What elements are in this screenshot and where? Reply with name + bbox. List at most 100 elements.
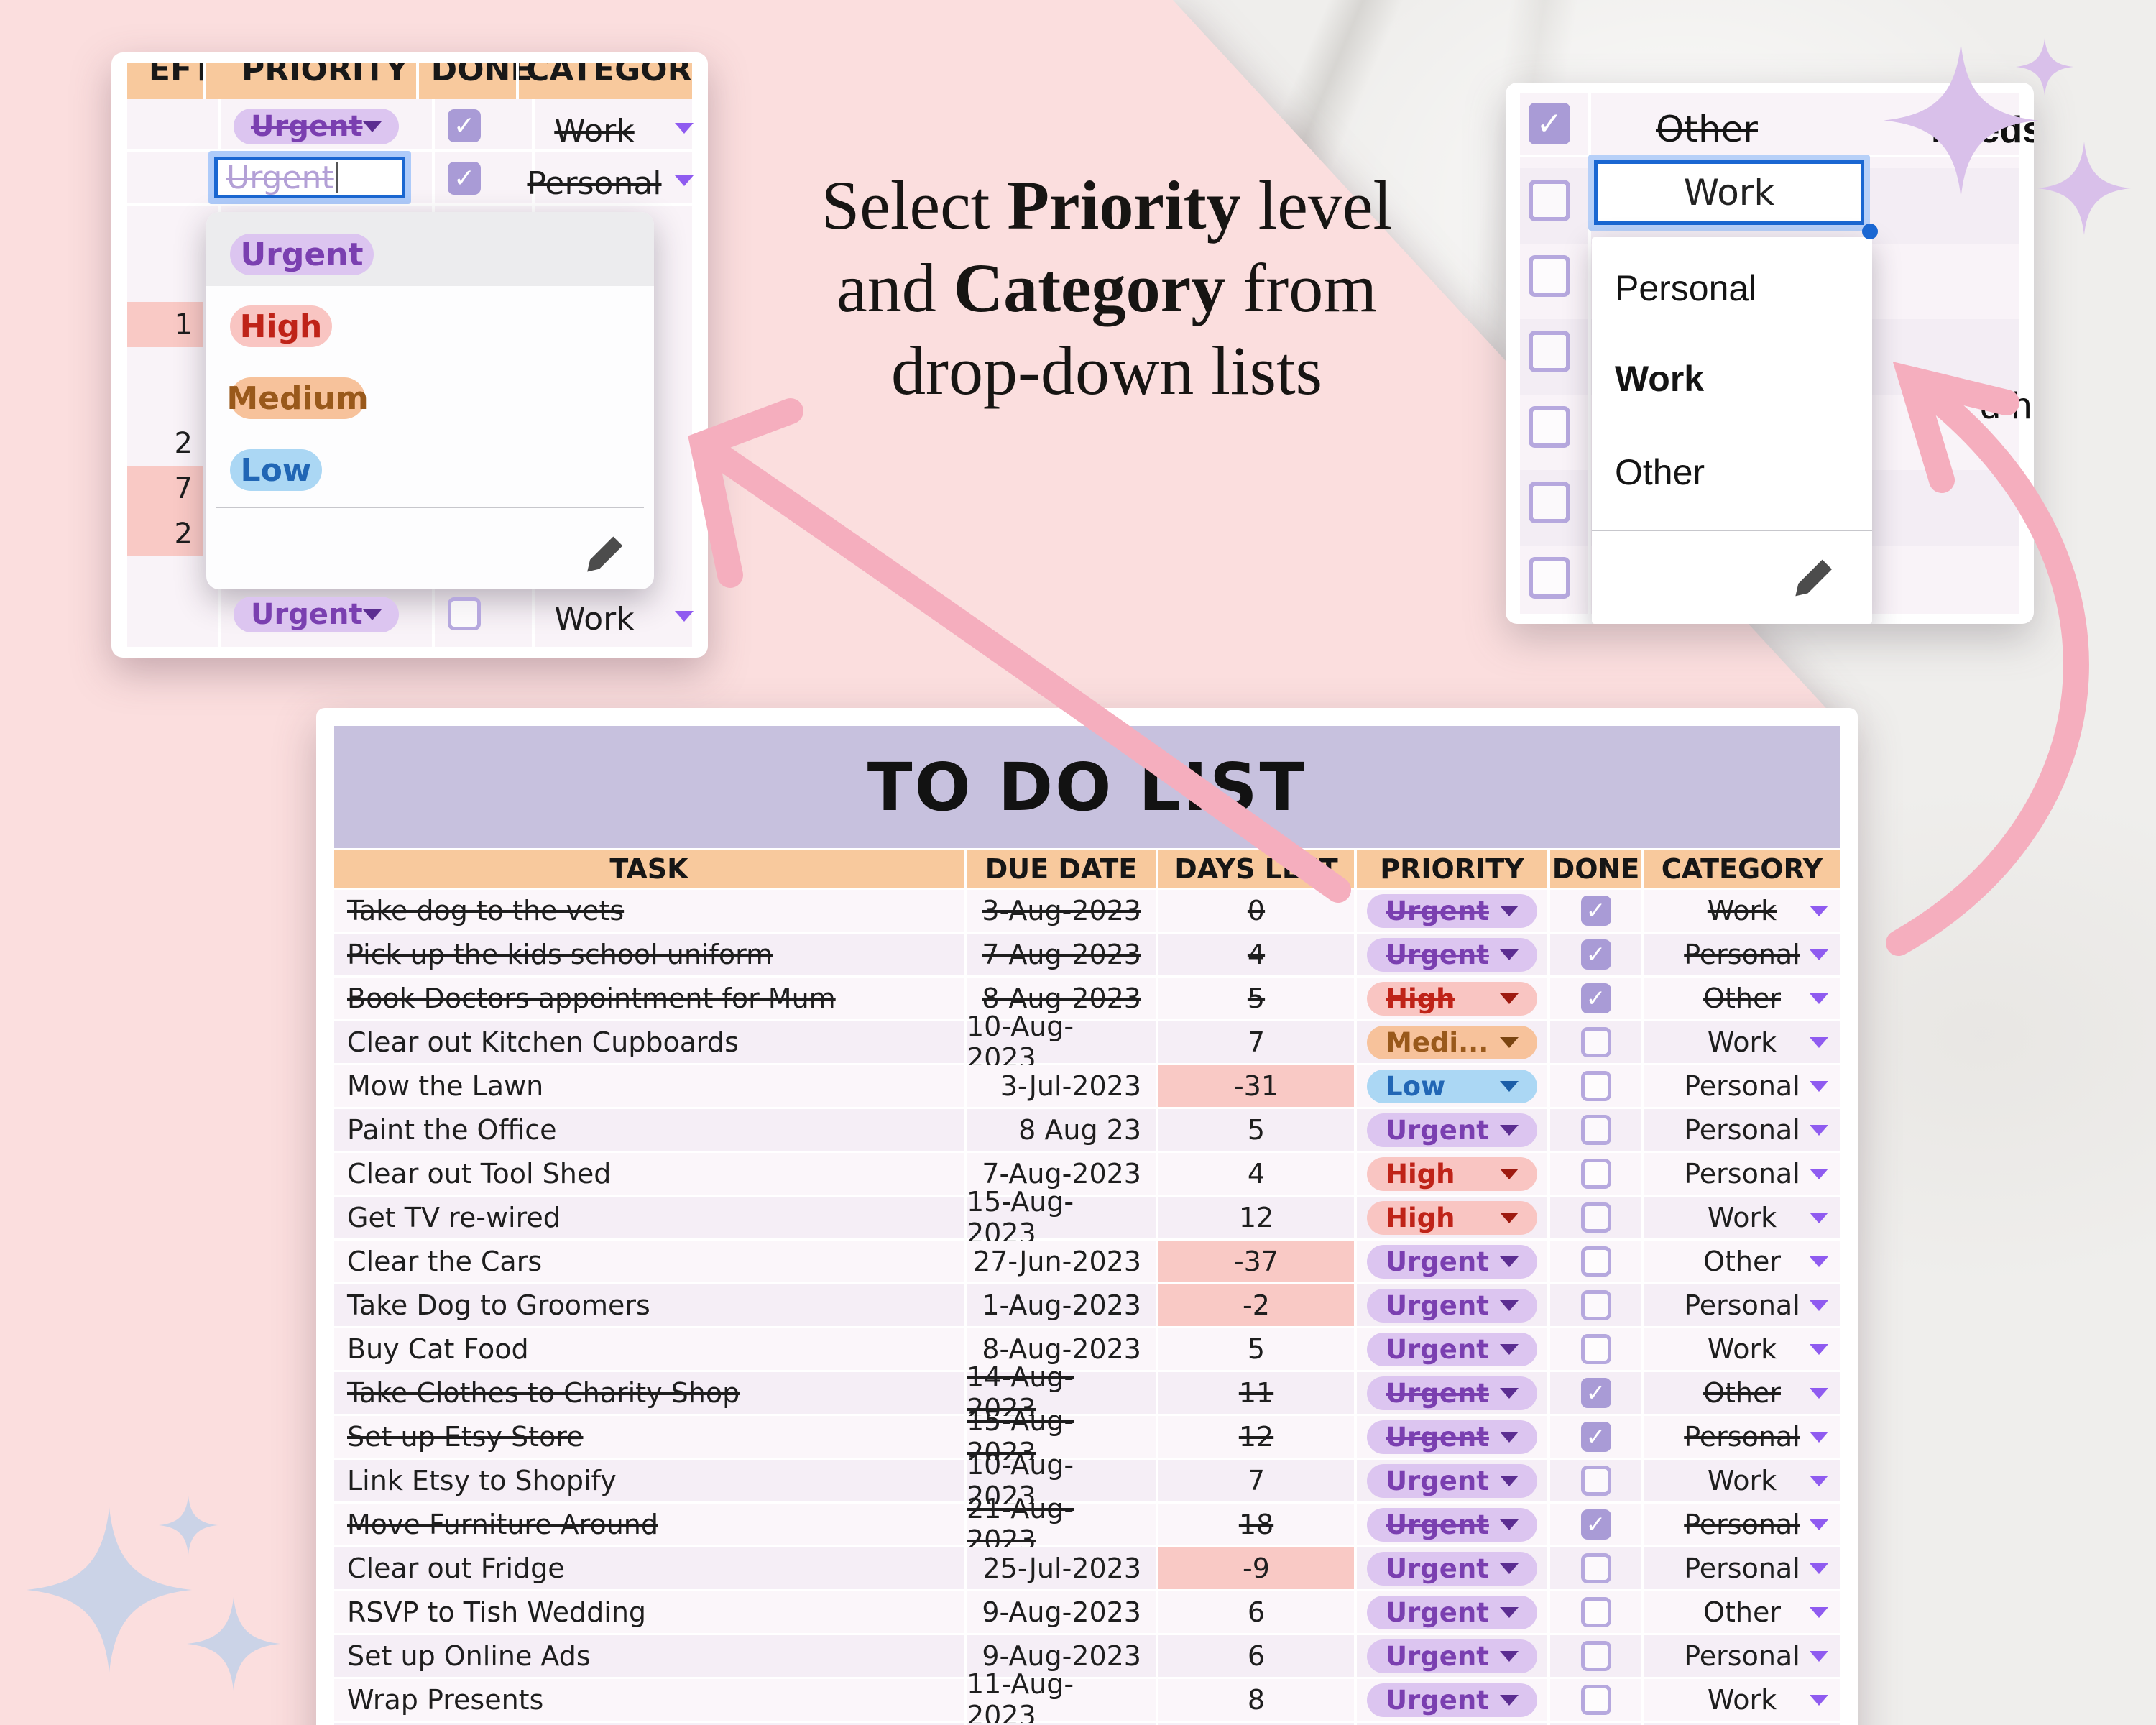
done-checkbox-unchecked[interactable] [1580, 1071, 1611, 1101]
done-checkbox-unchecked[interactable] [1529, 331, 1570, 372]
priority-pill[interactable]: High [1367, 1200, 1537, 1235]
done-checkbox-unchecked[interactable] [1580, 1115, 1611, 1145]
done-checkbox-unchecked[interactable] [1529, 255, 1570, 297]
priority-dropdown-arrow[interactable] [363, 609, 382, 620]
priority-dropdown-arrow[interactable] [1500, 1300, 1519, 1311]
done-checkbox-checked[interactable]: ✓ [448, 162, 481, 195]
dropdown-option-medium[interactable]: Medium [226, 377, 369, 419]
priority-pill[interactable]: Urgent [1367, 1639, 1537, 1673]
category-dropdown-arrow[interactable] [1810, 1344, 1828, 1355]
priority-dropdown-arrow[interactable] [1500, 905, 1519, 916]
priority-pill[interactable]: Urgent [1367, 1507, 1537, 1542]
priority-pill[interactable]: Urgent [1367, 1244, 1537, 1279]
category-dropdown-arrow[interactable] [1810, 1476, 1828, 1486]
category-dropdown-arrow[interactable] [1810, 1125, 1828, 1136]
priority-dropdown-arrow[interactable] [1500, 1168, 1519, 1179]
category-dropdown-arrow[interactable] [1810, 1607, 1828, 1618]
category-dropdown-arrow[interactable] [1810, 906, 1828, 916]
done-checkbox-unchecked[interactable] [1580, 1466, 1611, 1496]
edit-pencil-icon[interactable] [584, 532, 628, 576]
category-dropdown-arrow[interactable] [1810, 1256, 1828, 1267]
priority-pill[interactable]: Urgent [1367, 1551, 1537, 1586]
done-checkbox-unchecked[interactable] [1580, 1027, 1611, 1057]
category-dropdown-arrow[interactable] [1810, 1037, 1828, 1048]
priority-pill[interactable]: Urgent [1367, 1376, 1537, 1410]
category-dropdown-arrow[interactable] [675, 123, 694, 134]
done-checkbox-unchecked[interactable] [448, 597, 481, 630]
priority-dropdown-arrow[interactable] [1500, 1563, 1519, 1574]
priority-dropdown-arrow[interactable] [1500, 1694, 1519, 1706]
priority-dropdown-arrow[interactable] [1500, 1212, 1519, 1223]
priority-pill[interactable]: Urgent [1367, 1288, 1537, 1322]
dropdown-option-urgent[interactable]: Urgent [230, 234, 374, 275]
done-checkbox-unchecked[interactable] [1580, 1641, 1611, 1671]
priority-pill[interactable]: Urgent [1367, 1463, 1537, 1498]
priority-pill[interactable]: High [1367, 981, 1537, 1016]
priority-pill[interactable]: Low [1367, 1069, 1537, 1103]
priority-pill[interactable]: Medi... [1367, 1025, 1537, 1059]
priority-dropdown-arrow[interactable] [1500, 1431, 1519, 1443]
priority-pill[interactable]: Urgent [1367, 1332, 1537, 1366]
category-dropdown-arrow[interactable] [1810, 949, 1828, 960]
dropdown-option-work[interactable]: Work [1615, 359, 1705, 399]
priority-dropdown-arrow[interactable] [1500, 1080, 1519, 1092]
priority-dropdown-arrow[interactable] [1500, 1606, 1519, 1618]
category-dropdown-arrow[interactable] [1810, 1651, 1828, 1662]
priority-pill[interactable]: Urgent [234, 597, 399, 632]
category-dropdown-arrow[interactable] [1810, 1081, 1828, 1092]
category-dropdown-arrow[interactable] [1810, 1695, 1828, 1706]
dropdown-option-low[interactable]: Low [230, 449, 322, 491]
done-checkbox-unchecked[interactable] [1580, 1334, 1611, 1364]
priority-dropdown-arrow[interactable] [1500, 993, 1519, 1004]
priority-pill[interactable]: Urgent [1367, 937, 1537, 972]
category-dropdown-arrow[interactable] [1810, 993, 1828, 1004]
priority-dropdown-arrow[interactable] [1500, 1256, 1519, 1267]
priority-dropdown-arrow[interactable] [1500, 1124, 1519, 1136]
priority-dropdown-arrow[interactable] [1500, 949, 1519, 960]
priority-pill[interactable]: Urgent [1367, 1683, 1537, 1717]
priority-pill[interactable]: Urgent [1367, 1595, 1537, 1629]
category-edit-input[interactable]: Work [1594, 160, 1864, 225]
priority-edit-input[interactable]: Urgent [214, 157, 405, 198]
priority-pill[interactable]: Urgent [1367, 893, 1537, 928]
priority-dropdown-arrow[interactable] [1500, 1475, 1519, 1486]
done-checkbox-checked[interactable]: ✓ [1580, 939, 1611, 970]
priority-pill[interactable]: Urgent [1367, 1113, 1537, 1147]
done-checkbox-unchecked[interactable] [1580, 1685, 1611, 1715]
priority-dropdown-arrow[interactable] [363, 121, 382, 132]
done-checkbox-checked[interactable]: ✓ [1580, 896, 1611, 926]
category-dropdown-arrow[interactable] [675, 611, 694, 622]
done-checkbox-unchecked[interactable] [1529, 406, 1570, 448]
category-dropdown-arrow[interactable] [675, 175, 694, 186]
priority-dropdown-arrow[interactable] [1500, 1519, 1519, 1530]
done-checkbox-unchecked[interactable] [1580, 1290, 1611, 1320]
priority-dropdown-arrow[interactable] [1500, 1387, 1519, 1399]
priority-dropdown-arrow[interactable] [1500, 1343, 1519, 1355]
category-dropdown-arrow[interactable] [1810, 1388, 1828, 1399]
done-checkbox-checked[interactable]: ✓ [448, 109, 481, 142]
done-checkbox-unchecked[interactable] [1529, 482, 1570, 523]
priority-dropdown-arrow[interactable] [1500, 1036, 1519, 1048]
dropdown-option-high[interactable]: High [230, 305, 332, 347]
done-checkbox-checked[interactable]: ✓ [1580, 1378, 1611, 1408]
category-edit-cell[interactable]: Work [1588, 155, 1870, 231]
dropdown-option-other[interactable]: Other [1615, 452, 1705, 492]
done-checkbox-unchecked[interactable] [1580, 1202, 1611, 1233]
done-checkbox-unchecked[interactable] [1580, 1159, 1611, 1189]
priority-pill[interactable]: Urgent [234, 109, 399, 144]
priority-pill[interactable]: Urgent [1367, 1420, 1537, 1454]
done-checkbox-checked[interactable]: ✓ [1580, 1509, 1611, 1540]
priority-pill[interactable]: High [1367, 1156, 1537, 1191]
category-dropdown-arrow[interactable] [1810, 1563, 1828, 1574]
category-dropdown-arrow[interactable] [1810, 1300, 1828, 1311]
done-checkbox-unchecked[interactable] [1529, 180, 1570, 221]
category-dropdown-arrow[interactable] [1810, 1213, 1828, 1223]
done-checkbox-checked[interactable]: ✓ [1580, 1422, 1611, 1452]
category-dropdown-arrow[interactable] [1810, 1169, 1828, 1179]
done-checkbox-unchecked[interactable] [1580, 1246, 1611, 1276]
edit-pencil-icon[interactable] [1792, 555, 1838, 601]
done-checkbox-checked[interactable]: ✓ [1529, 103, 1570, 144]
category-dropdown-arrow[interactable] [1810, 1432, 1828, 1443]
done-checkbox-unchecked[interactable] [1580, 1597, 1611, 1627]
priority-dropdown-arrow[interactable] [1500, 1650, 1519, 1662]
